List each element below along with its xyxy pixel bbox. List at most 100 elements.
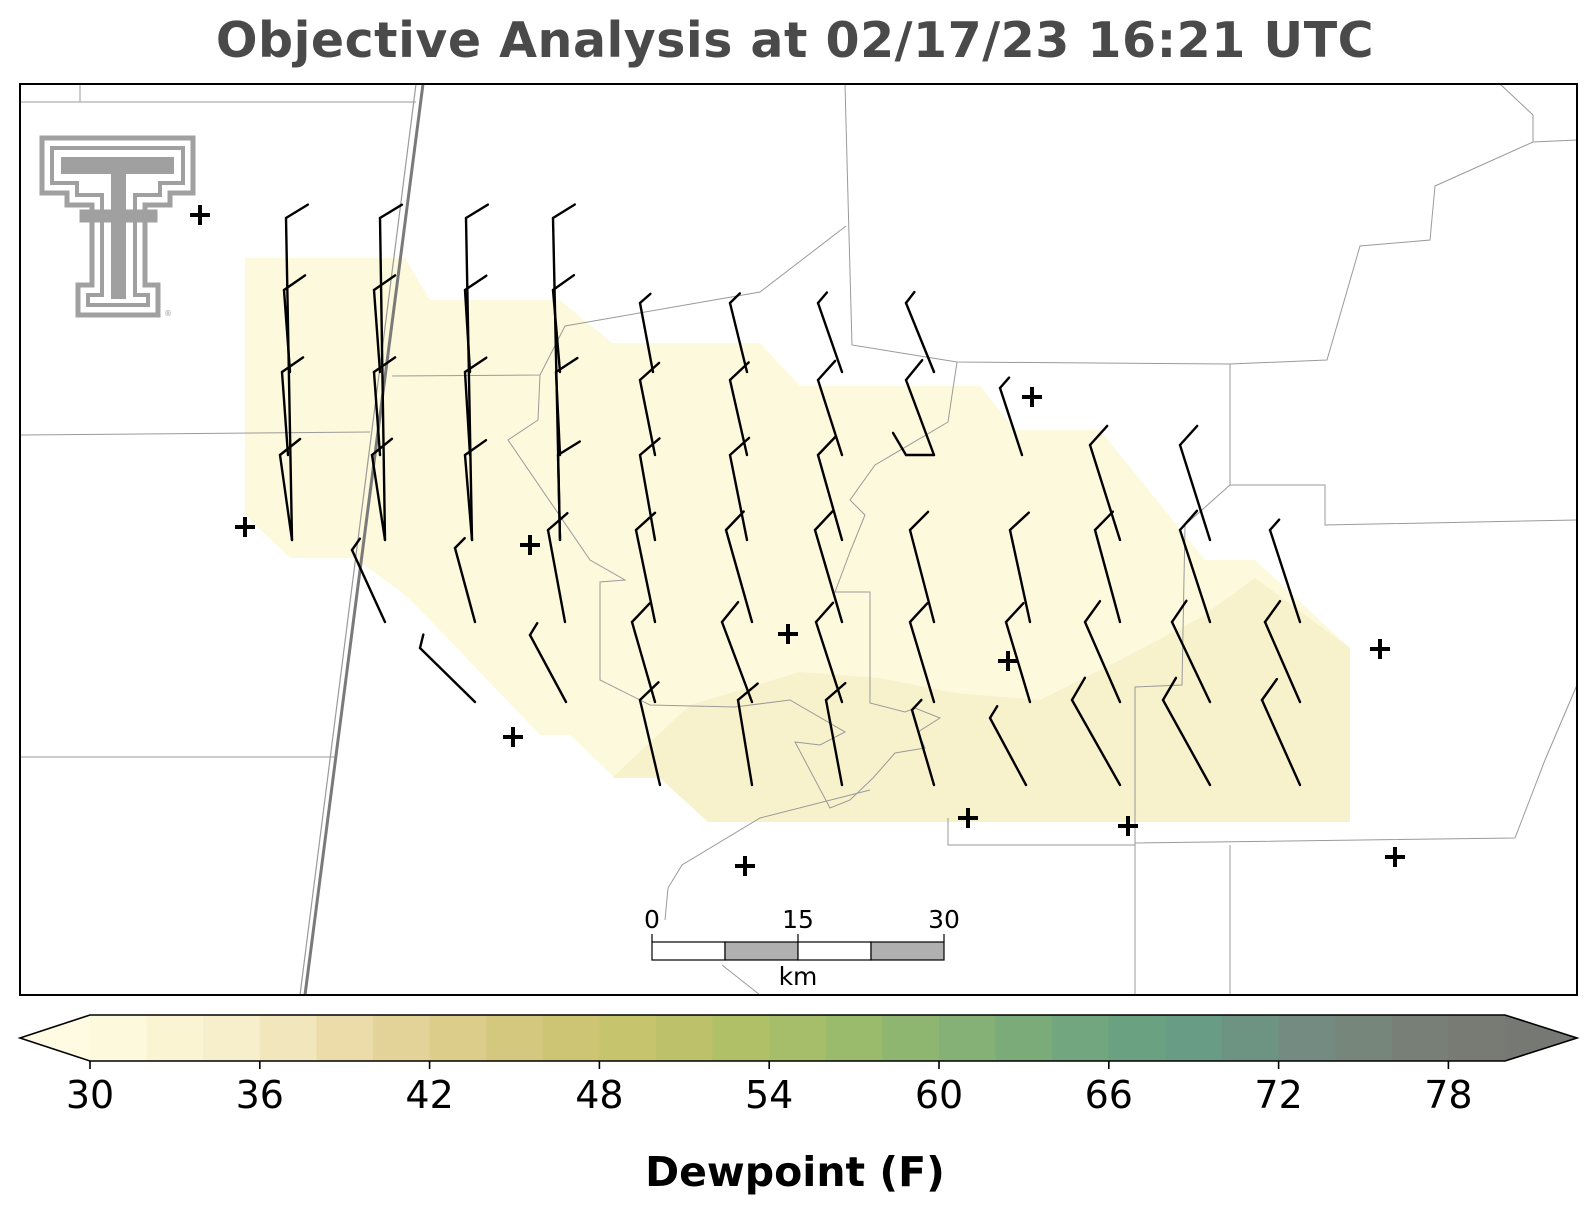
- colorbar-segment: [599, 1015, 657, 1061]
- wind-barb-staff: [1083, 620, 1122, 704]
- wind-barb-flag: [824, 681, 847, 702]
- wind-barb-flag: [1093, 510, 1115, 532]
- wind-barb-flag: [1008, 511, 1031, 532]
- texas-tech-double-t-logo: ®: [39, 135, 196, 318]
- colorbar-under-extension: [20, 1015, 90, 1061]
- colorbar-segment: [939, 1015, 997, 1061]
- scale-bar: [651, 934, 945, 961]
- wind-barb-staff: [988, 716, 1028, 787]
- colorbar-segment: [1108, 1015, 1166, 1061]
- wind-barb-staff: [528, 633, 568, 704]
- wind-barb-staff: [908, 528, 936, 624]
- wind-barb-flag: [910, 698, 923, 712]
- colorbar-segment: [1448, 1015, 1506, 1061]
- wind-barb-flag: [728, 361, 750, 382]
- wind-barb-flag: [816, 359, 837, 382]
- wind-barb-staff: [551, 288, 562, 374]
- wind-barbs: [278, 203, 1302, 787]
- wind-barb-flag: [282, 274, 307, 292]
- colorbar-segment: [995, 1015, 1053, 1061]
- colorbar-segment: [1391, 1015, 1449, 1061]
- dewpoint-contour-fill: [245, 258, 1350, 822]
- wind-barb-flag: [630, 602, 651, 624]
- wind-barb-flag: [453, 536, 466, 550]
- wind-barb-staff: [998, 386, 1024, 457]
- colorbar-segment: [486, 1015, 544, 1061]
- colorbar-segment: [203, 1015, 261, 1061]
- wind-barb-staff: [453, 546, 477, 624]
- wind-barb-flag: [551, 203, 576, 220]
- wind-barb-flag: [463, 274, 488, 292]
- wind-barb-staff: [816, 301, 844, 374]
- wind-barb-flag: [908, 602, 929, 624]
- wind-barb-staff: [1170, 620, 1212, 704]
- wind-barb-flag: [813, 510, 834, 532]
- wind-barb-flag: [1263, 600, 1282, 624]
- wind-barb-staff: [824, 698, 844, 787]
- scale-bar-unit: km: [778, 962, 818, 991]
- wind-barb-staff: [816, 453, 844, 542]
- wind-barb-staff: [904, 378, 936, 457]
- wind-barb-staff: [546, 528, 567, 624]
- wind-barb-staff: [1268, 528, 1302, 624]
- wind-barb-flag: [728, 436, 751, 457]
- colorbar-segment: [825, 1015, 883, 1061]
- colorbar-segment: [1335, 1015, 1393, 1061]
- wind-barb-staff: [736, 698, 754, 787]
- wind-barb-staff: [816, 378, 844, 457]
- wind-barb-flag: [372, 356, 397, 374]
- wind-barb-staff: [372, 288, 382, 374]
- wind-barb-flag: [891, 431, 908, 457]
- wind-barb-flag: [1161, 676, 1178, 702]
- wind-barb-flag: [278, 437, 302, 457]
- wind-barb-flag: [370, 437, 394, 457]
- wind-barb-flag: [904, 358, 924, 382]
- wind-barb-flag: [378, 203, 404, 220]
- wind-barb-flag: [998, 376, 1011, 390]
- wind-barb-flag: [724, 510, 745, 532]
- colorbar-segment: [373, 1015, 431, 1061]
- wind-barb-staff: [278, 453, 294, 542]
- wind-barb-staff: [284, 216, 294, 542]
- wind-barb-flag: [284, 203, 310, 220]
- wind-barb-staff: [1178, 443, 1212, 542]
- station-markers: [190, 205, 1405, 876]
- wind-barb-flag: [463, 356, 488, 374]
- wind-barb-staff: [554, 370, 562, 457]
- wind-barb-staff: [378, 216, 387, 542]
- wind-barb-flag: [556, 440, 581, 457]
- wind-barb-flag: [816, 291, 829, 305]
- wind-barb-flag: [1004, 602, 1025, 624]
- wind-barb-flag: [1260, 677, 1279, 702]
- wind-barb-flag: [908, 510, 930, 532]
- wind-barb-flag: [464, 203, 490, 220]
- wind-barb-flag: [350, 537, 362, 552]
- wind-barb-staff: [638, 378, 657, 457]
- wind-barb-staff: [1178, 528, 1212, 624]
- colorbar-segment: [769, 1015, 827, 1061]
- colorbar-segment: [1052, 1015, 1110, 1061]
- wind-barb-flag: [720, 600, 740, 624]
- wind-barb-flag: [816, 435, 837, 457]
- scale-bar-label-15: 15: [782, 905, 814, 934]
- wind-barb-staff: [724, 528, 754, 624]
- wind-barb-flag: [1170, 599, 1188, 624]
- wind-barb-flag: [463, 439, 488, 457]
- wind-barb-staff: [904, 301, 936, 374]
- wind-barb-staff: [464, 216, 474, 542]
- wind-barb-flag: [1088, 424, 1109, 447]
- wind-barb-staff: [638, 698, 662, 787]
- wind-barb-flag: [1268, 518, 1281, 532]
- colorbar-segment: [1278, 1015, 1336, 1061]
- colorbar-outline: [17, 1014, 1580, 1062]
- wind-barb-flag: [1083, 600, 1102, 624]
- map-title: Objective Analysis at 02/17/23 16:21 UTC: [215, 12, 1375, 69]
- colorbar-segment: [146, 1015, 204, 1061]
- wind-barb-flag: [638, 681, 660, 702]
- wind-barb-flag: [736, 682, 759, 702]
- wind-barb-staff: [1161, 698, 1212, 787]
- wind-barb-staff: [370, 453, 387, 542]
- wind-barb-staff: [418, 646, 477, 704]
- colorbar-segment: [1165, 1015, 1223, 1061]
